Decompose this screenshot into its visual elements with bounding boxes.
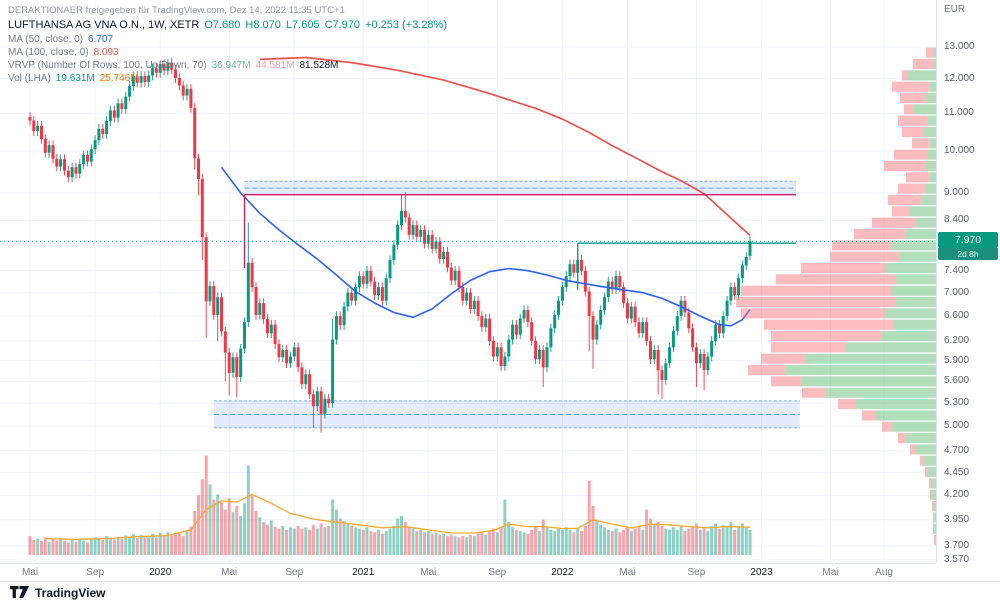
time-axis-label: Mai	[822, 567, 839, 578]
ohlc-open: O7.680	[204, 19, 241, 31]
zones-layer	[213, 180, 800, 429]
price-axis-label: 10.000	[944, 145, 975, 157]
vrvp-total-volume: 81.528M	[299, 60, 339, 71]
price-axis-label: 7.000	[944, 286, 970, 298]
ohlc-close: C7.970	[324, 19, 361, 31]
time-axis-label: Sep	[86, 567, 105, 578]
price-axis-label: 6.600	[944, 310, 970, 322]
price-axis-label: 3.570	[944, 553, 970, 565]
price-axis-label: 3.950	[944, 513, 970, 525]
time-axis[interactable]: Mai Sep 2020 Mai Sep 2021 Mai Sep 2022 Mai Sep 2023…	[0, 563, 936, 581]
price-axis-label: 5.900	[944, 354, 970, 366]
last-price-value: 7.970	[938, 232, 998, 249]
price-axis-label: 5.000	[944, 420, 970, 432]
price-axis-label: 9.000	[944, 186, 970, 198]
time-axis-label: Aug	[875, 567, 893, 578]
ma100-label: MA (100, close, 0)	[8, 47, 89, 58]
grid-layer	[0, 0, 936, 563]
vrvp-down-volume: 44.581M	[255, 60, 295, 71]
time-axis-label: 2023	[750, 567, 773, 578]
vrvp-up-volume: 36.947M	[211, 60, 251, 71]
currency-label: EUR	[944, 4, 966, 15]
time-axis-label: 2022	[551, 567, 574, 578]
candles-layer	[28, 57, 752, 433]
vrvp-label: VRVP (Number Of Rows, 100, Up/Down, 70)	[8, 60, 207, 71]
ma100-value: 8.093	[93, 47, 119, 58]
main-chart[interactable]	[0, 0, 936, 563]
ma50-label: MA (50, close, 0)	[8, 34, 84, 45]
symbol-legend[interactable]: LUFTHANSA AG VNA O.N., 1W, XETR O7.680 H…	[8, 19, 447, 32]
copyright-note: DERAKTIONAER freigegeben für TradingView…	[8, 5, 345, 16]
price-axis-label: 4.450	[944, 466, 970, 478]
change-value: +0.253 (+3.28%)	[365, 19, 447, 31]
time-axis-label: Mai	[619, 567, 636, 578]
ma-lines-layer	[220, 56, 751, 327]
time-axis-label: 2021	[352, 567, 375, 578]
price-axis-label: 7.400	[944, 264, 970, 276]
ma50-value: 6.707	[88, 34, 114, 45]
price-axis-label: 5.300	[944, 397, 970, 409]
ohlc-low: L7.605	[285, 19, 320, 31]
volume-value: 19.631M	[55, 73, 95, 84]
price-axis-label: 13.000	[944, 41, 975, 52]
last-price-tag: 7.970 2d 8h	[938, 232, 998, 261]
price-axis-label: 8.400	[944, 214, 970, 226]
volume-layer	[28, 455, 752, 556]
time-axis-label: 2020	[149, 567, 172, 578]
tradingview-brand[interactable]: TradingView	[35, 585, 106, 600]
volume-label: Vol (LHA)	[8, 73, 51, 84]
time-axis-label: Sep	[488, 567, 507, 578]
symbol-title[interactable]: LUFTHANSA AG VNA O.N., 1W, XETR	[8, 19, 200, 31]
time-axis-label: Sep	[687, 567, 706, 578]
vrvp-legend[interactable]: VRVP (Number Of Rows, 100, Up/Down, 70) …	[8, 59, 447, 72]
footer-bar: TradingView	[0, 581, 1000, 603]
price-axis-label: 4.700	[944, 444, 970, 456]
time-axis-label: Sep	[285, 567, 304, 578]
time-axis-label: Mai	[221, 567, 238, 578]
tradingview-logo-icon[interactable]	[10, 586, 29, 599]
drawings-layer	[243, 194, 796, 290]
price-axis[interactable]: EUR 7.970 2d 8h 13.000 12.000 11.000 10.000…	[936, 0, 1000, 565]
price-axis-label: 4.200	[944, 489, 970, 501]
ma100-legend[interactable]: MA (100, close, 0) 8.093	[8, 46, 447, 59]
ohlc-high: H8.070	[245, 19, 281, 31]
volume-profile-layer	[736, 47, 936, 546]
price-axis-label: 5.600	[944, 375, 970, 387]
legend-panel: DERAKTIONAER freigegeben für TradingView…	[8, 4, 447, 85]
time-axis-label: Mai	[420, 567, 437, 578]
bar-countdown: 2d 8h	[938, 248, 998, 261]
price-axis-label: 12.000	[944, 72, 975, 84]
price-axis-label: 6.200	[944, 334, 970, 346]
volume-ma-value: 25.746M	[99, 73, 139, 84]
time-axis-label: Mai	[21, 567, 39, 578]
price-axis-label: 11.000	[944, 107, 974, 119]
price-axis-label: 3.700	[944, 539, 970, 551]
volume-legend[interactable]: Vol (LHA) 19.631M 25.746M	[8, 72, 447, 85]
ma50-legend[interactable]: MA (50, close, 0) 6.707	[8, 33, 447, 46]
